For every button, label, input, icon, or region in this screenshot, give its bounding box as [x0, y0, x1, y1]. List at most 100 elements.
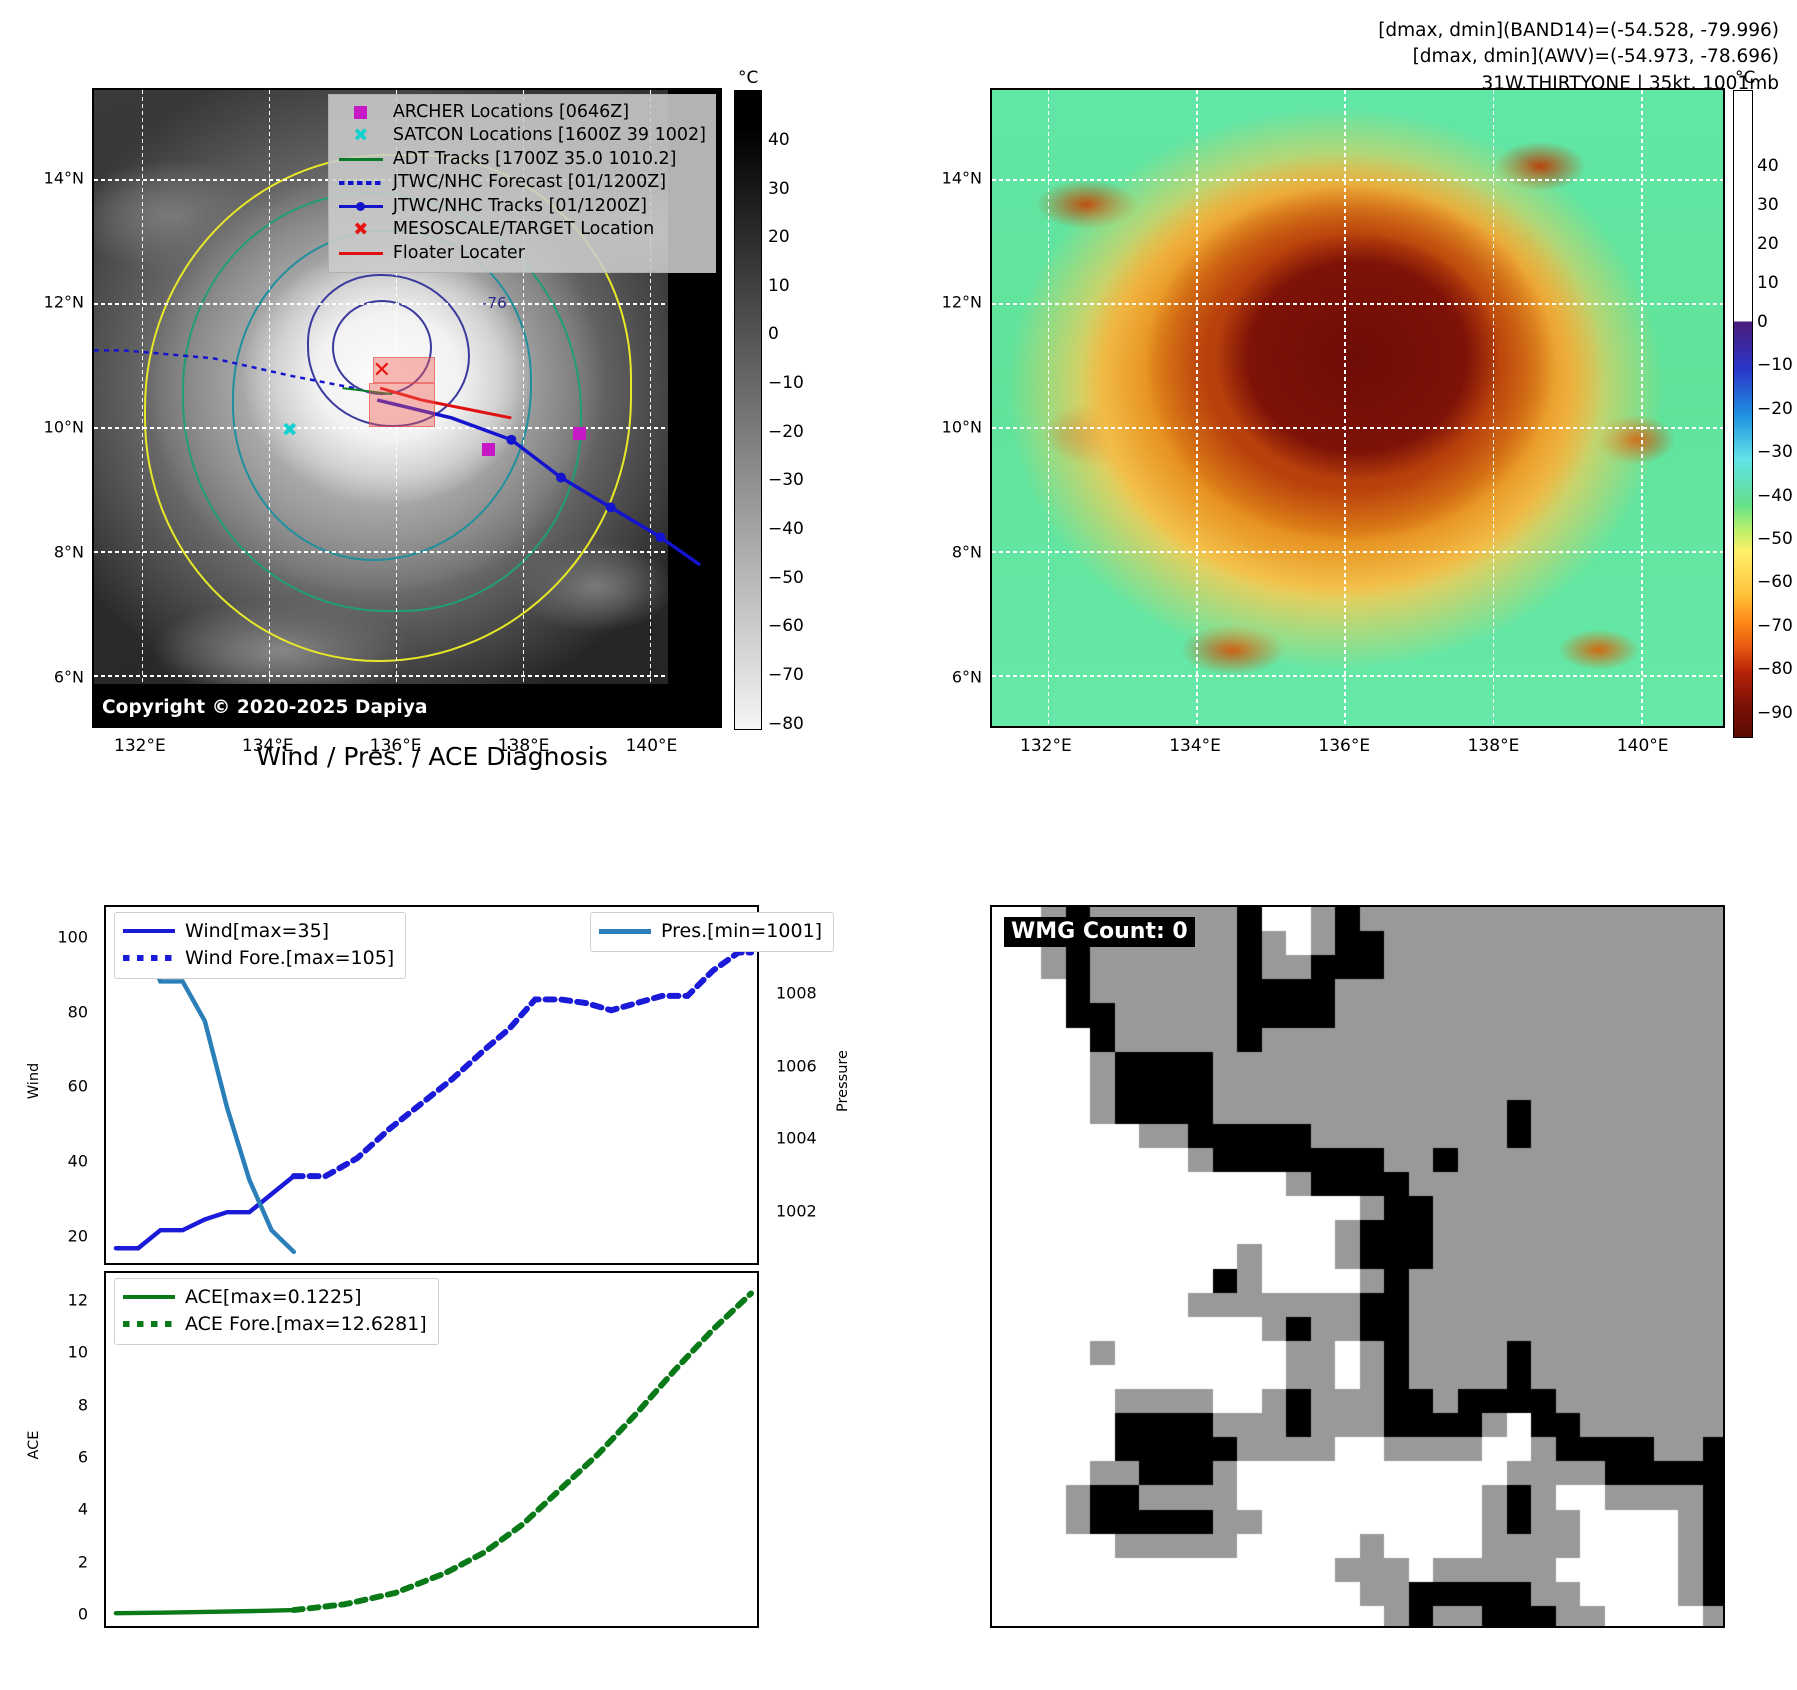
ace-legend-row-observed: ACE[max=0.1225]: [123, 1284, 427, 1311]
tl-lat-tick-14: 14°N: [43, 168, 84, 188]
tr-cb-tick-m80: −80: [1757, 659, 1793, 680]
legend-row-jtwc-tracks: JTWC/NHC Tracks [01/1200Z]: [338, 195, 706, 218]
wind-legend-row-observed: Wind[max=35]: [123, 918, 394, 945]
tl-cb-tick-m80: −80: [768, 713, 804, 734]
wind-legend-row-forecast: Wind Fore.[max=105]: [123, 945, 394, 972]
ace-legend: ACE[max=0.1225] ACE Fore.[max=12.6281]: [114, 1278, 439, 1345]
tl-cb-tick-m40: −40: [768, 519, 804, 540]
wind-pres-ace-title: Wind / Pres. / ACE Diagnosis: [256, 742, 608, 771]
pres-ytick-1004: 1004: [776, 1128, 817, 1148]
tr-lat-axis: 14°N 12°N 10°N 8°N 6°N: [928, 88, 986, 728]
green-solid-line-icon: [123, 1290, 175, 1304]
tr-lon-tick-134: 134°E: [1169, 736, 1221, 756]
contour-value-label: -76: [482, 293, 507, 312]
copyright-text: Copyright © 2020-2025 Dapiya: [102, 697, 428, 718]
tl-lat-tick-8: 8°N: [53, 542, 84, 562]
tl-lon-axis: 132°E 134°E 136°E 138°E 140°E: [92, 736, 722, 766]
tr-gridline-lon-138: [1492, 90, 1495, 726]
tr-gridline-lat-6: [992, 675, 1723, 677]
ace-ytick-4: 4: [77, 1499, 88, 1519]
wind-ytick-20: 20: [67, 1226, 88, 1246]
ace-ytick-6: 6: [77, 1447, 88, 1467]
tr-lat-tick-10: 10°N: [941, 417, 982, 437]
tl-lat-tick-10: 10°N: [43, 417, 84, 437]
enhanced-ir-imagery: [992, 90, 1723, 726]
tl-cb-tick-40: 40: [768, 129, 790, 150]
ace-legend-label-observed: ACE[max=0.1225]: [185, 1286, 362, 1308]
jtwc-forecast-path: [94, 349, 355, 390]
tl-lat-axis: 14°N 12°N 10°N 8°N 6°N: [30, 88, 88, 728]
target-box-upper: [372, 357, 436, 383]
tl-cb-tick-m10: −10: [768, 373, 804, 394]
tr-lon-tick-140: 140°E: [1616, 736, 1669, 756]
blue-solid-line-icon: [123, 924, 175, 938]
tl-colorbar: °C 40 30 20 10 0 −10 −20 −30 −40 −50 −60…: [730, 68, 820, 748]
tl-lon-tick-134: 134°E: [241, 736, 294, 756]
wmg-mask-panel[interactable]: WMG Count: 0: [990, 905, 1725, 1628]
pressure-y-axis: 1010 1008 1006 1004 1002 Pressure: [762, 905, 851, 1265]
tr-cb-tick-m30: −30: [1757, 442, 1793, 463]
ace-ytick-2: 2: [77, 1552, 88, 1572]
gridline-lon-132: [141, 90, 144, 726]
tr-lon-tick-132: 132°E: [1020, 736, 1072, 756]
map-black-margin-bottom: [94, 684, 720, 726]
wind-pressure-plot-area: [113, 925, 755, 1255]
tr-lat-tick-6: 6°N: [951, 667, 982, 687]
tr-cb-tick-m50: −50: [1757, 529, 1793, 550]
pressure-legend-row: Pres.[min=1001]: [599, 918, 822, 945]
contour-ring-blue: [306, 274, 470, 428]
tr-colorbar-ticks: 40 30 20 10 0 −10 −20 −30 −40 −50 −60 −7…: [1757, 90, 1797, 738]
archer-location-marker-1: [572, 427, 586, 441]
archer-location-marker-2: [482, 442, 496, 456]
red-x-icon: ✖: [353, 218, 369, 240]
blue-dotted-line-icon: [123, 951, 175, 965]
ace-ytick-10: 10: [67, 1342, 88, 1362]
tr-gridline-lat-10: [992, 427, 1723, 429]
ace-ytick-8: 8: [77, 1395, 88, 1415]
tl-colorbar-unit: °C: [738, 68, 759, 88]
floater-locater-path: [379, 386, 512, 420]
ace-axis-label: ACE: [26, 1430, 42, 1460]
tl-cb-tick-10: 10: [768, 275, 790, 296]
green-dotted-line-icon: [123, 1317, 175, 1331]
tr-cb-tick-m60: −60: [1757, 572, 1793, 593]
gridline-lat-8: [94, 551, 720, 553]
satcon-location-marker: ✖: [281, 418, 298, 441]
track-overlay: [94, 349, 702, 567]
ace-ytick-0: 0: [77, 1604, 88, 1624]
legend-row-mesoscale: ✖ MESOSCALE/TARGET Location: [338, 218, 706, 241]
legend-label-satcon: SATCON Locations [1600Z 39 1002]: [392, 125, 706, 146]
wmg-mask-image: [992, 907, 1723, 1626]
tr-cb-tick-m70: −70: [1757, 615, 1793, 636]
gridline-lat-6: [94, 675, 720, 677]
tl-lon-tick-140: 140°E: [625, 736, 678, 756]
tr-lon-axis: 132°E 134°E 136°E 138°E 140°E: [990, 736, 1725, 766]
band14-greyscale-map[interactable]: -76 ✕ ✖ Copyright © 2020-2025 Dapiya ARC…: [92, 88, 722, 728]
tr-gridline-lon-140: [1641, 90, 1643, 726]
tr-cb-tick-30: 30: [1757, 195, 1779, 216]
ace-legend-row-forecast: ACE Fore.[max=12.6281]: [123, 1311, 427, 1338]
pressure-legend-label: Pres.[min=1001]: [661, 920, 823, 942]
green-line-icon: [338, 151, 384, 169]
blue-line-dot-icon: [338, 197, 384, 215]
tl-cb-tick-m50: −50: [768, 567, 804, 588]
tl-cb-tick-m60: −60: [768, 616, 804, 637]
wind-legend: Wind[max=35] Wind Fore.[max=105]: [114, 912, 407, 979]
tr-colorbar-unit: °C: [1735, 68, 1756, 88]
tr-lon-tick-138: 138°E: [1467, 736, 1520, 756]
gridline-lat-12: [94, 303, 720, 305]
wind-ytick-60: 60: [67, 1076, 88, 1096]
enhanced-ir-map[interactable]: [990, 88, 1725, 728]
wind-legend-label-observed: Wind[max=35]: [185, 920, 330, 942]
ace-plot-area: [113, 1290, 755, 1616]
cyan-x-icon: ✖: [353, 125, 369, 147]
legend-label-adt: ADT Tracks [1700Z 35.0 1010.2]: [392, 148, 677, 169]
wind-ytick-80: 80: [67, 1002, 88, 1022]
gridline-lon-140: [649, 90, 652, 726]
legend-label-jtwc-forecast: JTWC/NHC Forecast [01/1200Z]: [392, 172, 667, 193]
tl-lon-tick-138: 138°E: [497, 736, 550, 756]
legend-label-archer: ARCHER Locations [0646Z]: [392, 102, 630, 122]
pressure-axis-label: Pressure: [835, 1050, 851, 1112]
tr-gridline-lat-12: [992, 303, 1723, 305]
tr-lon-tick-136: 136°E: [1318, 736, 1371, 756]
